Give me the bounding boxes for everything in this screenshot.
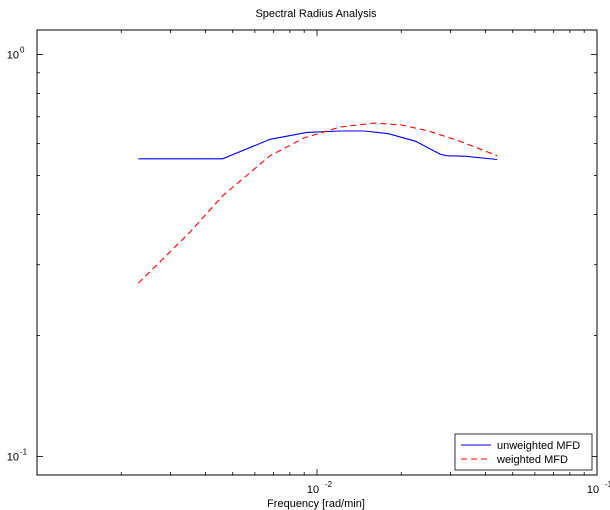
axis-ticks: 10 -2 10 -110 -110 0 — [7, 30, 610, 496]
series-line-1 — [138, 130, 498, 161]
y-tick-exponent: 0 — [20, 45, 25, 54]
legend: unweighted MFD weighted MFD — [454, 433, 593, 471]
legend-label-2: weighted MFD — [496, 454, 568, 466]
y-tick-label: 10 — [7, 452, 19, 464]
y-tick-label: 10 — [7, 49, 19, 61]
x-tick-label: 10 — [587, 484, 599, 496]
plot-area-frame — [36, 29, 598, 476]
series-line-2 — [137, 122, 498, 284]
series-layer — [137, 122, 498, 284]
legend-label-1: unweighted MFD — [497, 440, 580, 452]
x-axis-label: Frequency [rad/min] — [267, 498, 365, 510]
x-tick-label: 10 — [307, 484, 319, 496]
x-tick-exponent: -1 — [605, 480, 610, 489]
chart-title: Spectral Radius Analysis — [255, 8, 377, 20]
y-tick-exponent: -1 — [20, 448, 28, 457]
x-tick-exponent: -2 — [325, 480, 333, 489]
legend-box — [454, 433, 593, 471]
